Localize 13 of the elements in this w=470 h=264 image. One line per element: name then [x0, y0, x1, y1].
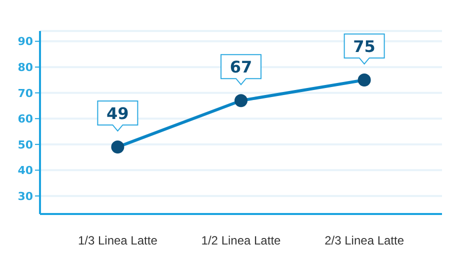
y-tick-label: 80 — [18, 60, 34, 74]
y-tick-label: 40 — [18, 164, 34, 178]
x-tick-label: 1/3 Linea Latte — [78, 234, 158, 248]
data-label: 75 — [353, 36, 376, 56]
y-tick-label: 90 — [18, 35, 34, 48]
data-label: 49 — [106, 104, 129, 123]
y-tick-label: 30 — [18, 190, 34, 203]
y-tick-label: 70 — [18, 86, 34, 100]
data-label: 67 — [230, 58, 252, 77]
x-tick-label: 2/3 Linea Latte — [324, 234, 404, 248]
y-tick-label: 60 — [18, 112, 34, 126]
y-tick-label: 50 — [18, 138, 34, 152]
x-tick-label: 1/2 Linea Latte — [201, 234, 282, 248]
